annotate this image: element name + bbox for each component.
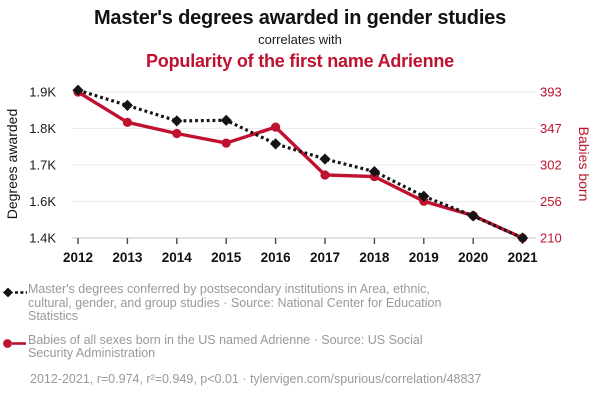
legend-item-degrees: Master's degrees conferred by postsecond… [2, 282, 600, 324]
red-circle-solid-line-icon [2, 334, 28, 354]
svg-text:393: 393 [540, 85, 562, 100]
svg-text:1.8K: 1.8K [29, 121, 56, 136]
legend-item-babies-label: Babies of all sexes born in the US named… [28, 332, 423, 360]
svg-text:2019: 2019 [409, 250, 439, 265]
svg-text:2013: 2013 [112, 250, 143, 265]
svg-text:1.7K: 1.7K [29, 158, 56, 173]
chart-header: Master's degrees awarded in gender studi… [0, 0, 600, 72]
svg-text:2020: 2020 [458, 250, 488, 265]
svg-text:2017: 2017 [310, 250, 340, 265]
svg-text:2014: 2014 [162, 250, 193, 265]
svg-text:2021: 2021 [508, 250, 539, 265]
correlates-with-label: correlates with [258, 32, 342, 47]
line-chart-canvas: 2012 2013 2014 2015 2016 2017 2018 2019 2020 2021… [29, 85, 562, 266]
svg-text:2018: 2018 [359, 250, 390, 265]
svg-text:256: 256 [540, 194, 562, 209]
svg-text:2012: 2012 [63, 250, 93, 265]
stats-citation-line: 2012-2021, r=0.974, r²=0.949, p<0.01 · t… [30, 371, 482, 386]
chart-area: Degrees awarded Babies born 2012 2013 2014… [0, 78, 600, 270]
legend-item-degrees-label: Master's degrees conferred by postsecond… [28, 282, 442, 323]
black-diamond-dashed-line-icon [2, 283, 28, 303]
page-subtitle: Popularity of the first name Adrienne [146, 51, 454, 71]
svg-text:347: 347 [540, 121, 562, 136]
svg-text:2015: 2015 [211, 250, 242, 265]
legend: Master's degrees conferred by postsecond… [0, 282, 600, 386]
legend-item-babies: Babies of all sexes born in the US named… [2, 332, 600, 361]
svg-text:2016: 2016 [261, 250, 292, 265]
svg-text:1.6K: 1.6K [29, 194, 56, 209]
page-title: Master's degrees awarded in gender studi… [93, 7, 507, 29]
svg-text:302: 302 [540, 158, 562, 173]
svg-text:210: 210 [540, 231, 562, 246]
svg-text:1.9K: 1.9K [29, 85, 56, 100]
svg-text:1.4K: 1.4K [29, 231, 56, 246]
